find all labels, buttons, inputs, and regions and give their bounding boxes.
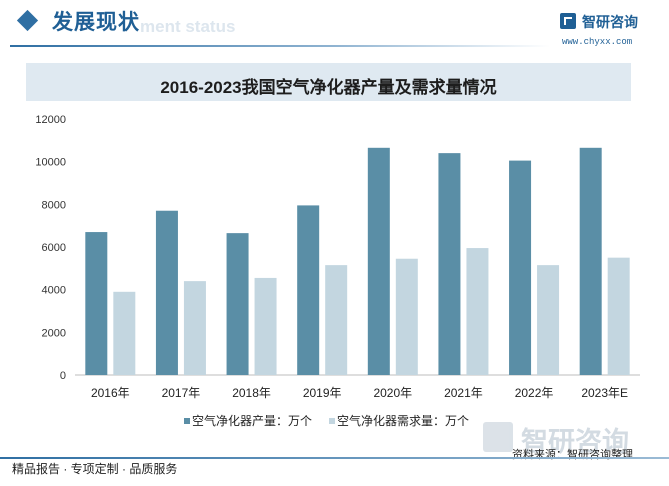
y-tick-label: 4000: [42, 285, 66, 297]
logo-name: 智研咨询: [582, 14, 638, 30]
bar-demand: [395, 258, 418, 375]
y-tick-label: 12000: [35, 114, 66, 126]
bar-production: [155, 210, 178, 375]
y-tick-label: 10000: [35, 157, 66, 169]
brand-logo: 智研咨询 www.chyxx.com: [560, 12, 660, 48]
y-tick-label: 2000: [42, 327, 66, 339]
footer-divider: [0, 457, 669, 459]
x-tick-label: 2023年E: [581, 386, 628, 400]
bar-production: [297, 205, 320, 375]
bar-production: [438, 153, 461, 375]
bar-demand: [466, 248, 489, 375]
chart-title-band: 2016-2023我国空气净化器产量及需求量情况: [26, 63, 631, 101]
x-tick-label: 2018年: [232, 386, 271, 400]
bar-production: [85, 232, 108, 375]
x-tick-label: 2022年: [515, 386, 554, 400]
bar-demand: [183, 281, 206, 375]
x-tick-label: 2021年: [444, 386, 483, 400]
x-tick-label: 2016年: [91, 386, 130, 400]
bar-demand: [537, 265, 560, 375]
bar-production: [509, 160, 532, 375]
footer-text: 精品报告 · 专项定制 · 品质服务: [12, 462, 178, 476]
bar-demand: [254, 277, 277, 375]
bar-demand: [113, 291, 136, 375]
logo-url: www.chyxx.com: [562, 37, 633, 47]
legend-swatch: [184, 418, 190, 424]
footer: 精品报告 · 专项定制 · 品质服务: [0, 457, 669, 486]
header-divider: [10, 45, 550, 47]
x-tick-label: 2019年: [303, 386, 342, 400]
chart-title: 2016-2023我国空气净化器产量及需求量情况: [160, 78, 497, 97]
watermark-text: 智研咨询: [521, 427, 629, 457]
section-header: ment status 发展现状 智研咨询 www.chyxx.com: [0, 0, 669, 52]
y-tick-label: 0: [60, 370, 66, 382]
bar-production: [579, 147, 602, 375]
section-watermark: ment status: [140, 17, 236, 36]
bar-demand: [607, 257, 630, 375]
x-tick-label: 2020年: [373, 386, 412, 400]
watermark-logo-icon: [483, 422, 513, 452]
legend-label: 空气净化器需求量：万个: [337, 413, 469, 428]
bar-demand: [325, 265, 348, 375]
watermark-logo: 智研咨询: [483, 418, 653, 458]
y-tick-label: 8000: [42, 199, 66, 211]
legend-swatch: [329, 418, 335, 424]
y-tick-label: 6000: [42, 242, 66, 254]
legend-label: 空气净化器产量：万个: [192, 413, 312, 428]
logo-icon: [560, 13, 576, 29]
section-title: 发展现状: [52, 11, 140, 34]
bar-production: [367, 147, 390, 375]
x-tick-label: 2017年: [162, 386, 201, 400]
bar-production: [226, 233, 249, 375]
